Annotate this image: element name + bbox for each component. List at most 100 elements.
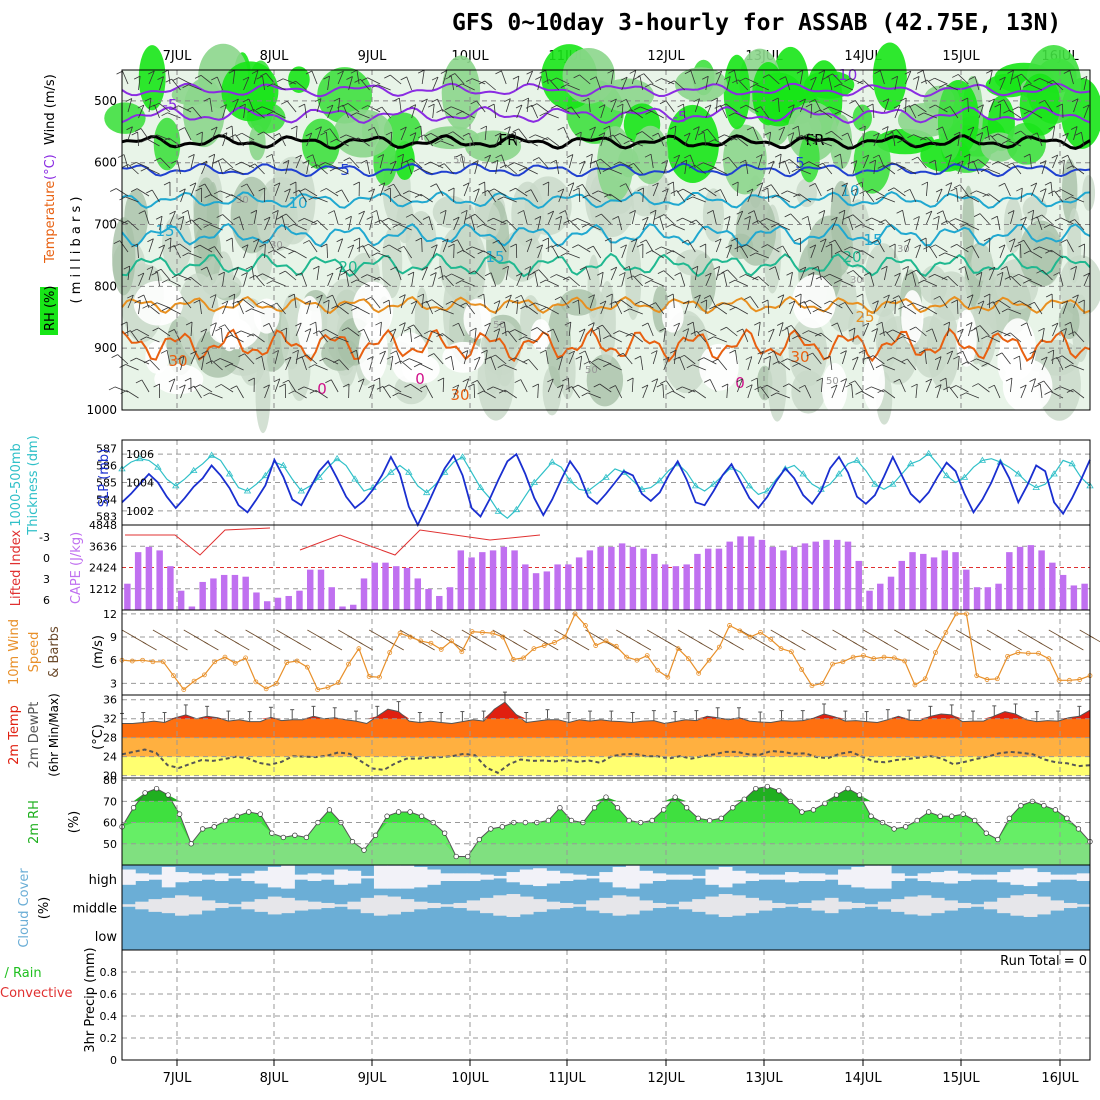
wind-barb-flag bbox=[722, 156, 729, 161]
wind-barb bbox=[251, 140, 265, 147]
wind-barb bbox=[609, 363, 622, 371]
wind-barb bbox=[682, 188, 696, 197]
wind-barb bbox=[840, 154, 843, 169]
wind-barb-flag bbox=[668, 80, 675, 85]
wind-barb-flag bbox=[825, 243, 832, 248]
wind-barb-flag bbox=[194, 74, 202, 79]
wind-barb bbox=[285, 328, 288, 343]
wind-barb bbox=[241, 132, 255, 141]
wind-barb-flag bbox=[358, 210, 365, 215]
wind-barb bbox=[640, 356, 644, 371]
isotherm-label: -5 bbox=[163, 96, 178, 114]
wind-barb bbox=[778, 126, 786, 141]
wind-barb bbox=[432, 104, 435, 119]
wind-barb bbox=[1066, 239, 1074, 253]
upper-ylabel: RH (%)Temperature(°C)Wind (m/s) bbox=[40, 74, 58, 335]
wind-barb bbox=[595, 160, 602, 175]
wind-barb bbox=[602, 324, 612, 337]
wind-speed-point bbox=[624, 654, 629, 660]
wind-barb-flag bbox=[593, 383, 600, 388]
wind-barb bbox=[673, 322, 680, 337]
wind-barb bbox=[915, 384, 918, 399]
wind-barb bbox=[325, 357, 339, 365]
wind-barb-flag bbox=[108, 218, 116, 222]
temp-ylabel-3: (6hr Min/Max) bbox=[47, 693, 61, 777]
wind-barb-flag bbox=[248, 377, 255, 382]
wind-barb-flag bbox=[208, 153, 215, 158]
wind-barb-flag bbox=[768, 328, 775, 333]
cloud-middle-bar bbox=[347, 901, 362, 910]
wind-barb bbox=[371, 296, 381, 309]
wind-barb-flag bbox=[810, 76, 817, 81]
cape-bar bbox=[522, 564, 529, 610]
wind-barb-flag bbox=[898, 305, 905, 310]
wind-barb-flag bbox=[649, 302, 656, 306]
wind-barb bbox=[600, 132, 606, 147]
wind-barb bbox=[285, 356, 292, 371]
wind-barb bbox=[608, 168, 622, 175]
wind-barb-flag bbox=[336, 238, 343, 243]
wind-barb bbox=[598, 358, 612, 365]
cloud-high-bar bbox=[135, 873, 150, 881]
wind-barb-flag bbox=[625, 109, 632, 114]
cape-bar bbox=[973, 587, 981, 610]
wind-barb-flag bbox=[308, 196, 315, 201]
wind-barb bbox=[1041, 214, 1053, 225]
wind-barb-flag bbox=[310, 164, 318, 169]
wind-barb-flag bbox=[961, 361, 968, 366]
wind-barb bbox=[663, 328, 666, 343]
rh2m-ytick: 80 bbox=[103, 774, 117, 787]
wind-barb bbox=[822, 162, 833, 175]
wind-barb-flag bbox=[394, 360, 402, 365]
wind-barb bbox=[578, 187, 581, 203]
wind-barb bbox=[1029, 154, 1032, 169]
wind-barb bbox=[936, 384, 942, 399]
wind-barb bbox=[306, 328, 312, 343]
cloud-high-bar bbox=[506, 872, 521, 883]
dewpoint-line bbox=[121, 748, 1091, 774]
wind-barb bbox=[285, 270, 297, 281]
wind-barb bbox=[926, 210, 933, 225]
wind-barb-flag bbox=[541, 137, 548, 141]
thickness-point bbox=[207, 451, 216, 458]
wind-barb bbox=[659, 216, 665, 231]
wind-speed-point bbox=[438, 647, 444, 652]
wind-speed-point bbox=[1036, 650, 1041, 656]
upper-ytick: 800 bbox=[94, 279, 117, 293]
wind-barb bbox=[535, 134, 549, 141]
wind-barb bbox=[1041, 328, 1045, 343]
wind-barb-flag bbox=[200, 160, 208, 165]
wind-barb-flag bbox=[127, 294, 134, 299]
wind-barb-flag bbox=[603, 125, 610, 130]
wind-barb bbox=[647, 322, 654, 337]
wind-barb-flag bbox=[520, 305, 527, 310]
wind-barb bbox=[547, 181, 550, 197]
wind-barb bbox=[989, 266, 996, 281]
wind-barb-flag bbox=[519, 139, 526, 143]
wind-barb bbox=[159, 76, 164, 91]
wind-barb-flag bbox=[1048, 125, 1055, 130]
rh-patch bbox=[112, 217, 136, 296]
wind-barb-flag bbox=[767, 350, 775, 355]
wind-barb bbox=[894, 76, 898, 91]
wind-barb bbox=[810, 104, 813, 119]
wind-barb-flag bbox=[1062, 132, 1069, 137]
precip-ylabel-total: Total / Rain bbox=[0, 966, 42, 981]
wind-barb-flag bbox=[938, 252, 946, 257]
cloud-middle-bar bbox=[373, 895, 388, 916]
wind-barb bbox=[957, 160, 964, 175]
wind-speed-point bbox=[994, 676, 1000, 682]
wind-barb bbox=[640, 300, 654, 309]
wind-barb bbox=[610, 98, 617, 113]
wind-speed-point bbox=[335, 680, 341, 686]
wind-speed-point bbox=[366, 674, 372, 679]
thickness-point bbox=[835, 470, 843, 477]
wind-barb-flag bbox=[326, 104, 334, 109]
wind-barb-flag bbox=[607, 69, 614, 74]
wind-barb-flag bbox=[151, 271, 158, 276]
wind-barb-flag bbox=[323, 128, 331, 133]
wind-barb-flag bbox=[171, 160, 178, 164]
wind-barb bbox=[125, 364, 139, 371]
wind-barb bbox=[650, 280, 664, 287]
wind-barb bbox=[421, 266, 428, 281]
